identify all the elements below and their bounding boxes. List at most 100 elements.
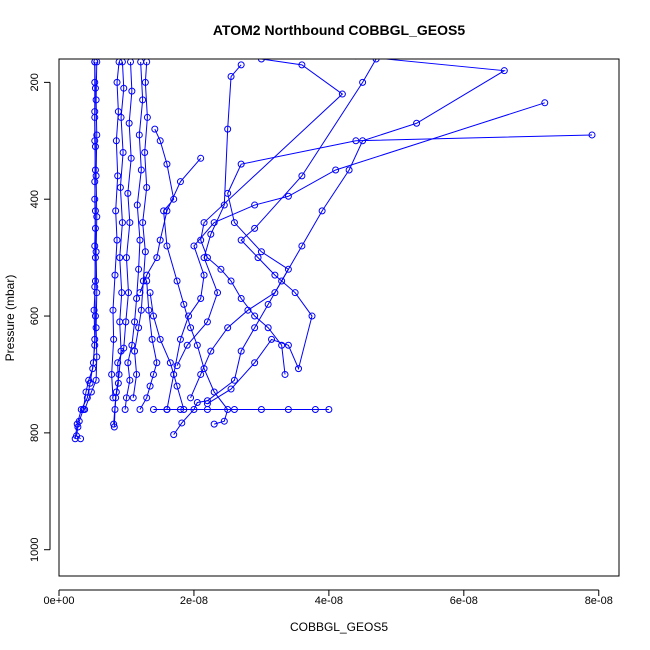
data-point — [203, 397, 211, 405]
data-point — [338, 90, 346, 98]
data-point — [203, 318, 211, 326]
data-point — [91, 59, 99, 66]
series-7 — [108, 59, 123, 402]
data-point — [121, 406, 129, 414]
data-point — [146, 382, 154, 390]
series-line — [132, 61, 148, 398]
data-point — [170, 431, 178, 439]
data-point — [93, 59, 101, 66]
series-19 — [136, 154, 205, 297]
data-point — [237, 295, 245, 303]
data-point — [166, 359, 174, 367]
data-point — [200, 219, 208, 227]
data-point — [137, 166, 145, 174]
data-point — [149, 406, 157, 414]
y-tick-label: 800 — [29, 424, 41, 442]
data-point — [295, 365, 303, 373]
series-15 — [149, 406, 333, 414]
data-point — [91, 143, 99, 151]
data-point — [163, 242, 171, 250]
data-point — [173, 382, 181, 390]
series-17 — [197, 59, 346, 378]
data-point — [143, 184, 151, 192]
series-line — [139, 157, 202, 293]
y-axis-label: Pressure (mbar) — [3, 275, 17, 362]
data-point — [86, 379, 94, 387]
data-point — [77, 406, 85, 414]
data-point — [110, 423, 118, 431]
data-point — [81, 406, 89, 414]
data-point — [129, 394, 137, 402]
data-point — [170, 370, 178, 378]
data-point — [187, 394, 195, 402]
data-point — [93, 289, 101, 297]
data-point — [133, 201, 141, 209]
data-point — [257, 248, 265, 256]
data-point — [109, 394, 117, 402]
series-3 — [81, 59, 101, 414]
series-line — [154, 128, 229, 425]
series-9 — [136, 277, 161, 414]
data-point — [151, 125, 159, 133]
data-point — [197, 236, 205, 244]
data-point — [193, 341, 201, 349]
series-6 — [121, 59, 147, 414]
chart-title: ATOM2 Northbound COBBGL_GEOS5 — [213, 22, 465, 38]
data-point — [257, 59, 265, 63]
x-axis-label: COBBGL_GEOS5 — [290, 620, 388, 634]
data-point — [136, 406, 144, 414]
data-point — [153, 359, 161, 367]
series-line — [190, 134, 593, 399]
data-point — [203, 406, 211, 414]
data-point — [127, 59, 135, 66]
data-point — [176, 335, 184, 343]
data-point — [271, 289, 279, 297]
data-point — [193, 399, 201, 406]
data-point — [251, 312, 259, 320]
data-point — [139, 96, 147, 104]
x-tick-label: 0e+00 — [44, 595, 75, 607]
data-point — [180, 300, 188, 308]
data-point — [541, 99, 549, 107]
data-point — [227, 277, 235, 285]
data-point — [91, 277, 99, 285]
data-point — [156, 137, 164, 145]
data-point — [71, 435, 79, 443]
data-point — [91, 113, 99, 121]
data-point — [118, 59, 126, 66]
data-point — [141, 148, 149, 156]
data-point — [318, 207, 326, 215]
data-point — [143, 113, 151, 121]
data-point — [308, 312, 316, 320]
data-point — [200, 365, 208, 373]
data-point — [111, 271, 119, 279]
data-point — [284, 406, 292, 414]
data-point — [116, 254, 124, 262]
data-point — [122, 394, 130, 402]
data-point — [113, 78, 121, 86]
data-point — [156, 335, 164, 343]
data-point — [120, 84, 128, 92]
data-point — [268, 335, 276, 343]
data-point — [114, 108, 122, 116]
data-point — [118, 219, 126, 227]
data-point — [190, 242, 198, 250]
data-point — [125, 119, 133, 127]
data-point — [220, 417, 228, 425]
data-point — [187, 324, 195, 332]
series-5 — [110, 59, 136, 428]
data-point — [126, 376, 134, 384]
data-point — [135, 265, 143, 273]
data-point — [413, 119, 421, 127]
series-line — [149, 292, 185, 410]
data-point — [115, 370, 123, 378]
series-line — [139, 280, 158, 410]
data-point — [345, 166, 353, 174]
plot-data — [71, 59, 596, 443]
data-point — [298, 242, 306, 250]
data-point — [112, 137, 120, 145]
data-point — [90, 306, 98, 314]
data-point — [126, 219, 134, 227]
data-point — [264, 300, 272, 308]
data-point — [115, 59, 123, 66]
